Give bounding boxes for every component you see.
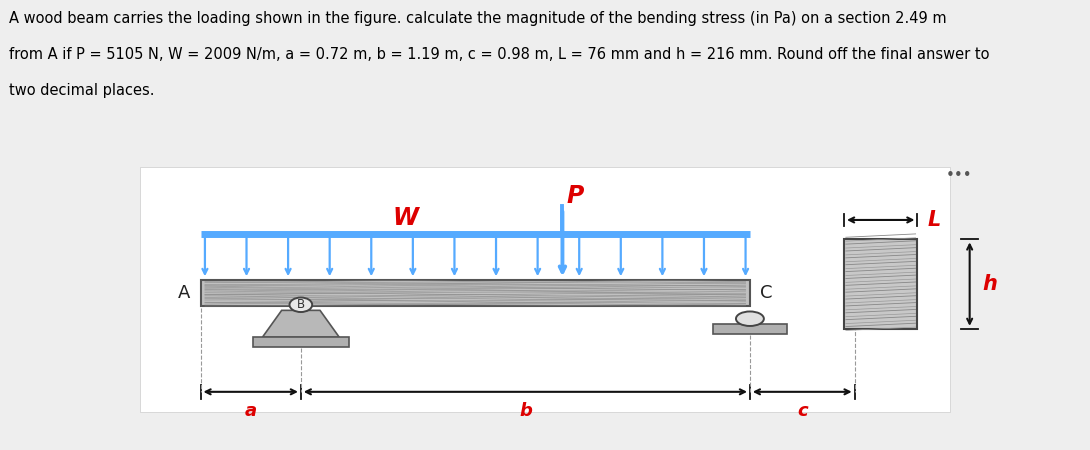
Text: h: h xyxy=(982,274,996,294)
Bar xyxy=(844,239,918,329)
Text: from A if P = 5105 N, W = 2009 N/m, a = 0.72 m, b = 1.19 m, c = 0.98 m, L = 76 m: from A if P = 5105 N, W = 2009 N/m, a = … xyxy=(9,47,990,62)
Bar xyxy=(140,167,950,413)
Text: B: B xyxy=(296,298,305,311)
Text: P: P xyxy=(567,184,584,208)
Text: A: A xyxy=(178,284,190,302)
Text: •••: ••• xyxy=(946,168,972,183)
Ellipse shape xyxy=(736,311,764,326)
Text: c: c xyxy=(797,402,808,420)
Circle shape xyxy=(290,297,312,312)
Text: a: a xyxy=(244,402,257,420)
Text: L: L xyxy=(928,210,941,230)
Polygon shape xyxy=(263,310,339,337)
Bar xyxy=(201,280,750,306)
Text: C: C xyxy=(761,284,773,302)
Bar xyxy=(713,324,787,334)
Bar xyxy=(253,337,349,347)
Text: A wood beam carries the loading shown in the figure. calculate the magnitude of : A wood beam carries the loading shown in… xyxy=(9,11,946,26)
Text: b: b xyxy=(519,402,532,420)
Text: W: W xyxy=(392,206,419,230)
Text: two decimal places.: two decimal places. xyxy=(9,83,154,98)
